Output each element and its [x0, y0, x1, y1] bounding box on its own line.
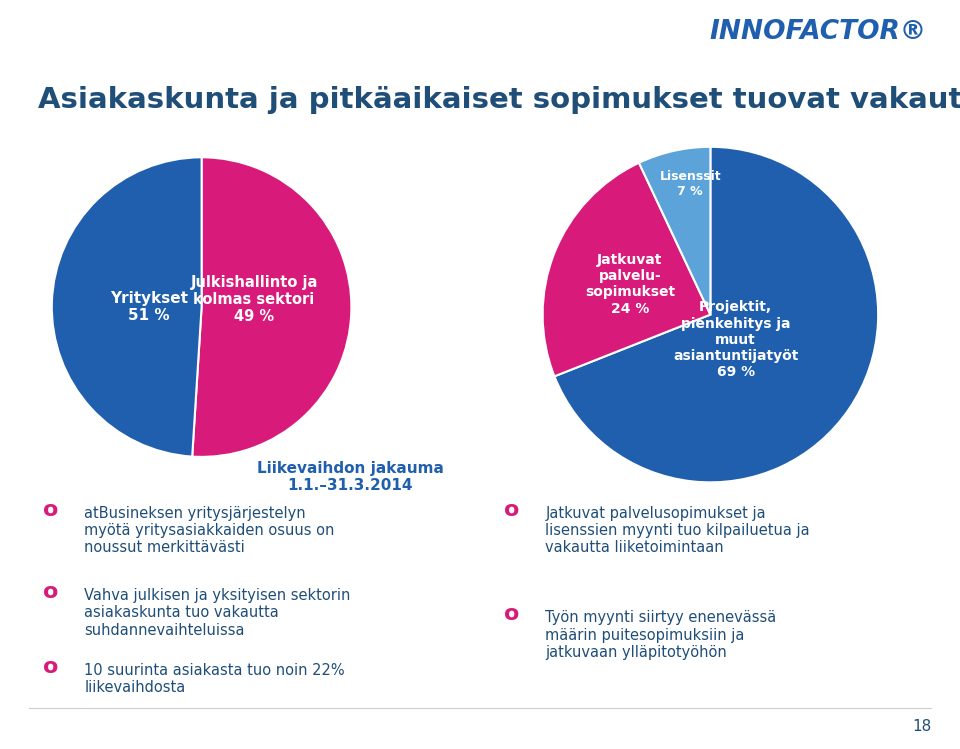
Text: Lisenssit
7 %: Lisenssit 7 % [660, 170, 721, 198]
Text: 10 suurinta asiakasta tuo noin 22%
liikevaihdosta: 10 suurinta asiakasta tuo noin 22% liike… [84, 663, 345, 695]
Text: Asiakaskunta ja pitkäaikaiset sopimukset tuovat vakautta: Asiakaskunta ja pitkäaikaiset sopimukset… [38, 86, 960, 114]
Wedge shape [555, 147, 878, 482]
Text: 18: 18 [912, 719, 931, 734]
Text: Vahva julkisen ja yksityisen sektorin
asiakaskunta tuo vakautta
suhdannevaihtelu: Vahva julkisen ja yksityisen sektorin as… [84, 588, 350, 637]
Text: o: o [43, 657, 59, 677]
Text: o: o [504, 500, 519, 520]
Wedge shape [52, 157, 202, 457]
Text: Yritykset
51 %: Yritykset 51 % [110, 291, 188, 324]
Wedge shape [542, 163, 710, 376]
Text: o: o [504, 604, 519, 625]
Text: Jatkuvat
palvelu-
sopimukset
24 %: Jatkuvat palvelu- sopimukset 24 % [585, 253, 675, 315]
Wedge shape [192, 157, 351, 457]
Wedge shape [639, 147, 710, 315]
Text: Jatkuvat palvelusopimukset ja
lisenssien myynti tuo kilpailuetua ja
vakautta lii: Jatkuvat palvelusopimukset ja lisenssien… [545, 506, 810, 555]
Text: o: o [43, 582, 59, 602]
Text: o: o [43, 500, 59, 520]
Text: Projektit,
pienkehitys ja
muut
asiantuntijatyöt
69 %: Projektit, pienkehitys ja muut asiantunt… [673, 300, 799, 379]
Text: Liikevaihdon jakauma
1.1.–31.3.2014: Liikevaihdon jakauma 1.1.–31.3.2014 [257, 461, 444, 493]
Text: Työn myynti siirtyy enenevässä
määrin puitesopimuksiin ja
jatkuvaan ylläpitotyöh: Työn myynti siirtyy enenevässä määrin pu… [545, 610, 777, 660]
Text: atBusineksen yritysjärjestelyn
myötä yritysasiakkaiden osuus on
noussut merkittä: atBusineksen yritysjärjestelyn myötä yri… [84, 506, 335, 555]
Text: INNOFACTOR®: INNOFACTOR® [709, 19, 926, 45]
Text: Julkishallinto ja
kolmas sektori
49 %: Julkishallinto ja kolmas sektori 49 % [190, 275, 318, 324]
